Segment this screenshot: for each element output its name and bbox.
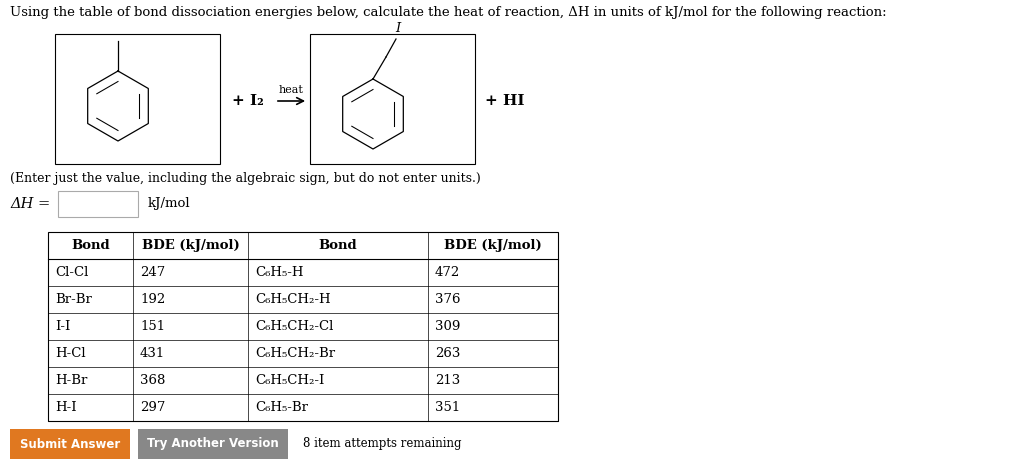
Text: Using the table of bond dissociation energies below, calculate the heat of react: Using the table of bond dissociation ene… [10,6,887,19]
Bar [10,429,130,459]
Text: 472: 472 [435,266,460,279]
Text: I: I [395,22,400,35]
Bar [55,34,220,164]
Text: C₆H₅CH₂-Cl: C₆H₅CH₂-Cl [255,320,334,333]
Text: ΔH =: ΔH = [10,197,50,211]
Text: Cl-Cl: Cl-Cl [55,266,88,279]
Text: kJ/mol: kJ/mol [148,198,190,210]
Text: 368: 368 [140,374,165,387]
Text: 8 item attempts remaining: 8 item attempts remaining [303,438,462,450]
Text: + HI: + HI [485,94,524,108]
Bar [48,232,558,421]
Text: Bond: Bond [318,239,357,252]
Bar [310,34,475,164]
Text: H-Cl: H-Cl [55,347,86,360]
Text: C₆H₅CH₂-Br: C₆H₅CH₂-Br [255,347,335,360]
Text: 376: 376 [435,293,461,306]
Text: 351: 351 [435,401,460,414]
Bar [58,191,138,217]
Text: 297: 297 [140,401,165,414]
Text: C₆H₅-Br: C₆H₅-Br [255,401,308,414]
Text: 431: 431 [140,347,165,360]
Text: H-Br: H-Br [55,374,87,387]
Text: I-I: I-I [55,320,71,333]
Bar [138,429,288,459]
Text: Bond: Bond [72,239,110,252]
Text: Br-Br: Br-Br [55,293,92,306]
Text: Try Another Version: Try Another Version [147,438,279,450]
Text: 192: 192 [140,293,165,306]
Text: 263: 263 [435,347,461,360]
Text: H-I: H-I [55,401,77,414]
Text: 213: 213 [435,374,460,387]
Text: C₆H₅-H: C₆H₅-H [255,266,303,279]
Text: 309: 309 [435,320,461,333]
Text: 151: 151 [140,320,165,333]
Text: Submit Answer: Submit Answer [19,438,120,450]
Text: + I₂: + I₂ [232,94,264,108]
Text: C₆H₅CH₂-I: C₆H₅CH₂-I [255,374,325,387]
Text: BDE (kJ/mol): BDE (kJ/mol) [444,239,542,252]
Text: 247: 247 [140,266,165,279]
Text: C₆H₅CH₂-H: C₆H₅CH₂-H [255,293,331,306]
Text: (Enter just the value, including the algebraic sign, but do not enter units.): (Enter just the value, including the alg… [10,172,480,185]
Text: heat: heat [280,85,304,95]
Text: BDE (kJ/mol): BDE (kJ/mol) [141,239,240,252]
